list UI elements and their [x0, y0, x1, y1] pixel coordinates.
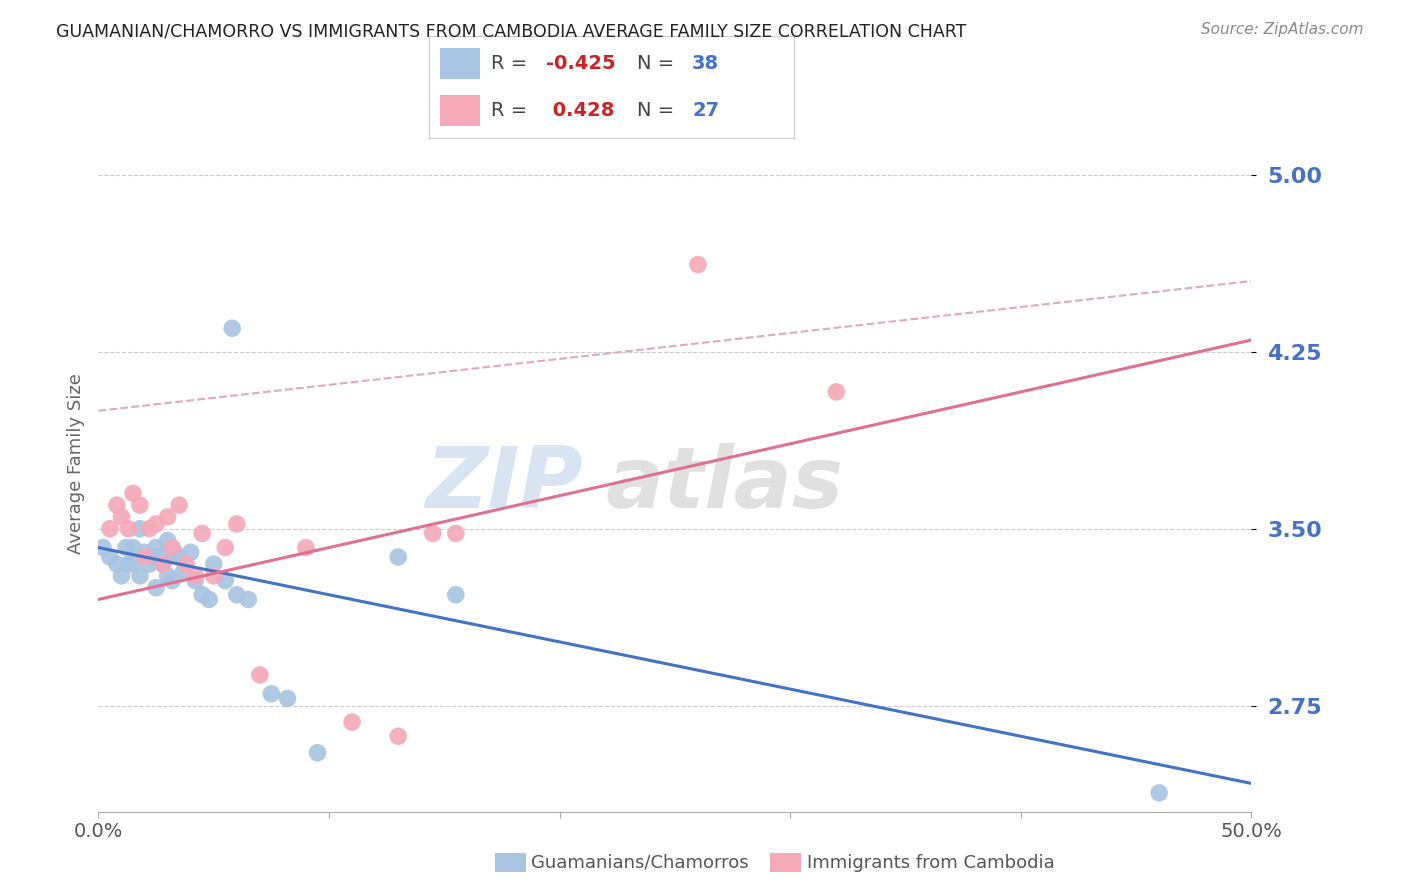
Point [152, 557, 174, 571]
Text: R =: R = [491, 54, 533, 73]
Text: -0.425: -0.425 [546, 54, 616, 73]
Point [138, 522, 160, 536]
Text: Immigrants from Cambodia: Immigrants from Cambodia [807, 854, 1054, 871]
Point [173, 564, 195, 578]
Text: 38: 38 [692, 54, 718, 73]
Point [422, 526, 444, 541]
Text: atlas: atlas [606, 443, 844, 526]
Point [122, 541, 145, 555]
Point [221, 321, 243, 335]
Point [115, 541, 138, 555]
Point [214, 541, 236, 555]
Bar [440, 48, 479, 78]
Point [138, 557, 160, 571]
Point [122, 486, 145, 500]
Point [105, 557, 128, 571]
Text: 27: 27 [692, 101, 718, 120]
Point [387, 729, 409, 743]
Point [145, 516, 167, 531]
Point [184, 574, 207, 588]
Point [134, 545, 156, 559]
Text: R =: R = [491, 101, 540, 120]
Point [117, 522, 139, 536]
Point [117, 557, 139, 571]
Point [214, 574, 236, 588]
Point [156, 533, 179, 548]
Point [160, 541, 183, 555]
Point [238, 592, 260, 607]
Point [260, 687, 283, 701]
Point [110, 509, 132, 524]
Point [145, 541, 167, 555]
Point [225, 588, 247, 602]
Point [167, 549, 190, 564]
Point [444, 588, 467, 602]
Point [202, 569, 225, 583]
Point [167, 498, 190, 512]
Point [225, 516, 247, 531]
Point [156, 509, 179, 524]
Text: ZIP: ZIP [425, 443, 582, 526]
Point [145, 581, 167, 595]
Point [105, 498, 128, 512]
Point [202, 557, 225, 571]
Text: Source: ZipAtlas.com: Source: ZipAtlas.com [1201, 22, 1364, 37]
Point [91, 541, 114, 555]
Bar [440, 95, 479, 126]
Point [129, 569, 152, 583]
Point [163, 545, 186, 559]
Point [387, 549, 409, 564]
Point [122, 557, 145, 571]
Text: N =: N = [637, 101, 681, 120]
Point [307, 746, 329, 760]
Text: Guamanians/Chamorros: Guamanians/Chamorros [531, 854, 749, 871]
Point [295, 541, 318, 555]
Point [129, 522, 152, 536]
Point [444, 526, 467, 541]
Text: 0.428: 0.428 [546, 101, 614, 120]
Point [134, 549, 156, 564]
Y-axis label: Average Family Size: Average Family Size [66, 374, 84, 554]
Point [98, 549, 121, 564]
Text: N =: N = [637, 54, 681, 73]
Point [180, 545, 202, 559]
Point [191, 588, 214, 602]
Point [249, 668, 271, 682]
Point [98, 522, 121, 536]
Point [110, 569, 132, 583]
Point [129, 498, 152, 512]
Point [198, 592, 221, 607]
Point [152, 557, 174, 571]
Point [276, 691, 298, 706]
Point [174, 557, 197, 571]
Point [160, 574, 183, 588]
Text: GUAMANIAN/CHAMORRO VS IMMIGRANTS FROM CAMBODIA AVERAGE FAMILY SIZE CORRELATION C: GUAMANIAN/CHAMORRO VS IMMIGRANTS FROM CA… [56, 22, 966, 40]
Point [156, 569, 179, 583]
Point [149, 549, 172, 564]
Point [141, 549, 163, 564]
Point [825, 384, 848, 399]
Point [686, 258, 709, 272]
Point [184, 569, 207, 583]
Point [191, 526, 214, 541]
Point [1147, 786, 1170, 800]
Point [340, 715, 363, 730]
